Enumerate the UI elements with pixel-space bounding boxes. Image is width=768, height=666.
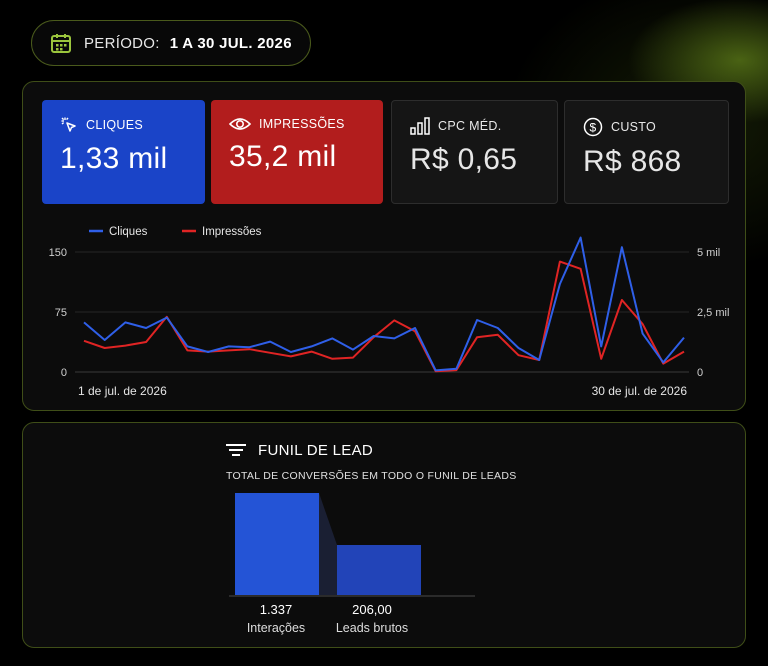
funnel-stage-value: 1.337 bbox=[259, 602, 293, 617]
series-line-impressions bbox=[83, 260, 685, 373]
y-left-tick-label: 75 bbox=[55, 307, 67, 319]
svg-text:$: $ bbox=[590, 121, 597, 135]
funnel-title: FUNIL DE LEAD bbox=[226, 442, 373, 459]
filter-lines-icon bbox=[226, 443, 246, 456]
funnel-chart[interactable] bbox=[23, 423, 745, 647]
cursor-click-icon bbox=[61, 117, 76, 132]
dollar-circle-icon: $ bbox=[583, 117, 603, 137]
kpi-card-cpc[interactable]: CPC MÉD. R$ 0,65 bbox=[391, 100, 558, 204]
period-selector[interactable]: PERÍODO: 1 A 30 JUL. 2026 bbox=[31, 20, 311, 66]
funnel-title-text: FUNIL DE LEAD bbox=[258, 442, 374, 459]
kpi-clicks-label: CLIQUES bbox=[86, 118, 143, 132]
y-right-tick-label: 2,5 mil bbox=[697, 307, 729, 319]
legend-label: Impressões bbox=[202, 226, 262, 238]
kpi-card-cost[interactable]: $ CUSTO R$ 868 bbox=[564, 100, 729, 204]
kpi-cost-value: R$ 868 bbox=[583, 145, 682, 178]
funnel-connector bbox=[319, 493, 337, 595]
performance-panel: CLIQUES 1,33 mil IMPRESSÕES 35,2 mil CPC… bbox=[22, 81, 746, 411]
kpi-impressions-label: IMPRESSÕES bbox=[259, 117, 345, 131]
legend-label: Cliques bbox=[109, 226, 148, 238]
y-left-tick-label: 150 bbox=[49, 247, 67, 259]
y-left-tick-label: 0 bbox=[61, 367, 67, 379]
funnel-stage-label: Interações bbox=[246, 621, 306, 635]
lead-funnel-panel: FUNIL DE LEAD TOTAL DE CONVERSÕES EM TOD… bbox=[22, 422, 746, 648]
y-right-tick-label: 5 mil bbox=[697, 247, 720, 259]
period-value: 1 A 30 JUL. 2026 bbox=[169, 34, 292, 52]
kpi-card-impressions[interactable]: IMPRESSÕES 35,2 mil bbox=[211, 100, 383, 204]
bar-chart-icon bbox=[410, 117, 430, 135]
x-tick-label: 30 de jul. de 2026 bbox=[592, 384, 688, 398]
line-chart[interactable]: 0 75 150 0 2,5 mil 5 mil 1 de jul. de 2026 30 d… bbox=[23, 212, 745, 402]
kpi-cost-label: CUSTO bbox=[611, 120, 657, 134]
calendar-icon bbox=[51, 34, 71, 53]
series-line-clicks bbox=[83, 236, 685, 372]
funnel-bar bbox=[337, 545, 421, 595]
period-label: PERÍODO: bbox=[84, 34, 160, 52]
kpi-cpc-value: R$ 0,65 bbox=[410, 143, 518, 176]
funnel-bar bbox=[235, 493, 319, 595]
kpi-clicks-value: 1,33 mil bbox=[60, 142, 168, 175]
eye-icon bbox=[229, 118, 251, 130]
x-tick-label: 1 de jul. de 2026 bbox=[78, 384, 167, 398]
kpi-card-clicks[interactable]: CLIQUES 1,33 mil bbox=[42, 100, 205, 204]
funnel-stage-label: Leads brutos bbox=[335, 621, 409, 635]
kpi-impressions-value: 35,2 mil bbox=[229, 140, 337, 173]
funnel-subtitle: TOTAL DE CONVERSÕES EM TODO O FUNIL DE L… bbox=[226, 470, 517, 482]
y-right-tick-label: 0 bbox=[697, 367, 703, 379]
funnel-stage-value: 206,00 bbox=[352, 602, 392, 617]
kpi-cpc-label: CPC MÉD. bbox=[438, 119, 502, 133]
